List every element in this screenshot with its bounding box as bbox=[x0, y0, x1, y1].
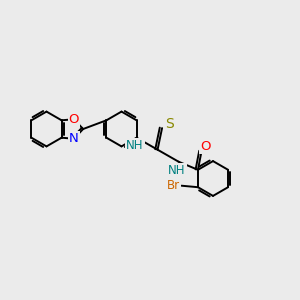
Text: O: O bbox=[69, 113, 79, 126]
Text: NH: NH bbox=[168, 164, 186, 177]
Text: NH: NH bbox=[126, 139, 144, 152]
Text: Br: Br bbox=[167, 179, 180, 192]
Text: N: N bbox=[69, 132, 79, 145]
Text: O: O bbox=[200, 140, 210, 153]
Text: S: S bbox=[165, 118, 174, 131]
